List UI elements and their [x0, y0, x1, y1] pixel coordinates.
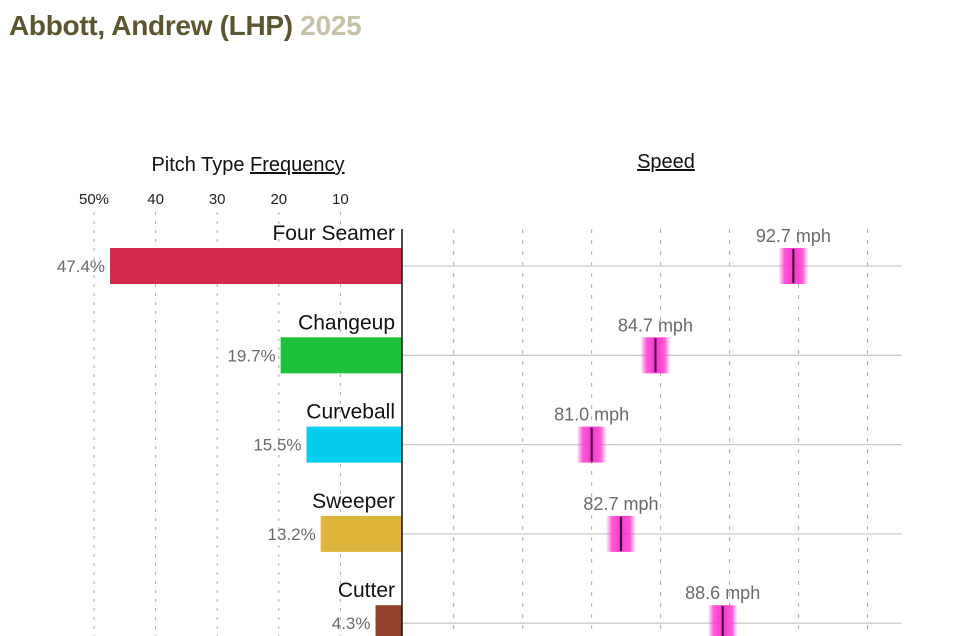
frequency-heading-link[interactable]: Frequency [250, 154, 345, 176]
frequency-value-label: 19.7% [227, 346, 275, 365]
frequency-bar [320, 515, 402, 552]
frequency-value-label: 47.4% [57, 257, 105, 276]
speed-value-label: 84.7 mph [618, 315, 693, 335]
frequency-tick-label: 40 [147, 191, 164, 208]
frequency-bar [280, 337, 402, 374]
frequency-heading: Pitch Type Frequency [151, 154, 344, 176]
pitcher-name: Abbott, Andrew (LHP) [9, 10, 293, 41]
frequency-bar [375, 605, 402, 636]
speed-value-label: 88.6 mph [685, 583, 760, 603]
frequency-tick-label: 10 [332, 191, 349, 208]
speed-value-label: 81.0 mph [554, 405, 629, 425]
pitch-name-label: Changeup [298, 311, 395, 334]
speed-value-label: 82.7 mph [583, 494, 658, 514]
speed-heading[interactable]: Speed [637, 151, 695, 173]
season-year: 2025 [300, 10, 362, 41]
frequency-bar [306, 426, 402, 463]
pitch-name-label: Cutter [338, 579, 395, 602]
frequency-heading-prefix: Pitch Type [151, 154, 250, 176]
frequency-tick-label: 20 [270, 191, 287, 208]
page-title: Abbott, Andrew (LHP) 2025 [9, 10, 362, 42]
frequency-bar [110, 248, 403, 284]
frequency-tick-label: 30 [209, 191, 226, 208]
pitch-name-label: Sweeper [312, 490, 395, 513]
speed-markers: 92.7 mph 84.7 mph 81.0 mph 82.7 mph 88.6 mph [554, 226, 831, 636]
frequency-bars: Four Seamer 47.4% Changeup 19.7% Curveball 15… [57, 222, 403, 636]
speed-value-label: 92.7 mph [756, 226, 831, 246]
frequency-axis-ticks: 50% 40 30 20 10 [79, 191, 349, 208]
frequency-value-label: 13.2% [267, 525, 315, 544]
pitch-name-label: Curveball [306, 401, 395, 424]
row-lines [402, 265, 902, 624]
pitch-name-label: Four Seamer [272, 222, 395, 245]
frequency-value-label: 15.5% [253, 436, 301, 455]
frequency-value-label: 4.3% [332, 614, 371, 633]
grid-layer [93, 212, 869, 636]
frequency-tick-label: 50% [79, 191, 109, 208]
